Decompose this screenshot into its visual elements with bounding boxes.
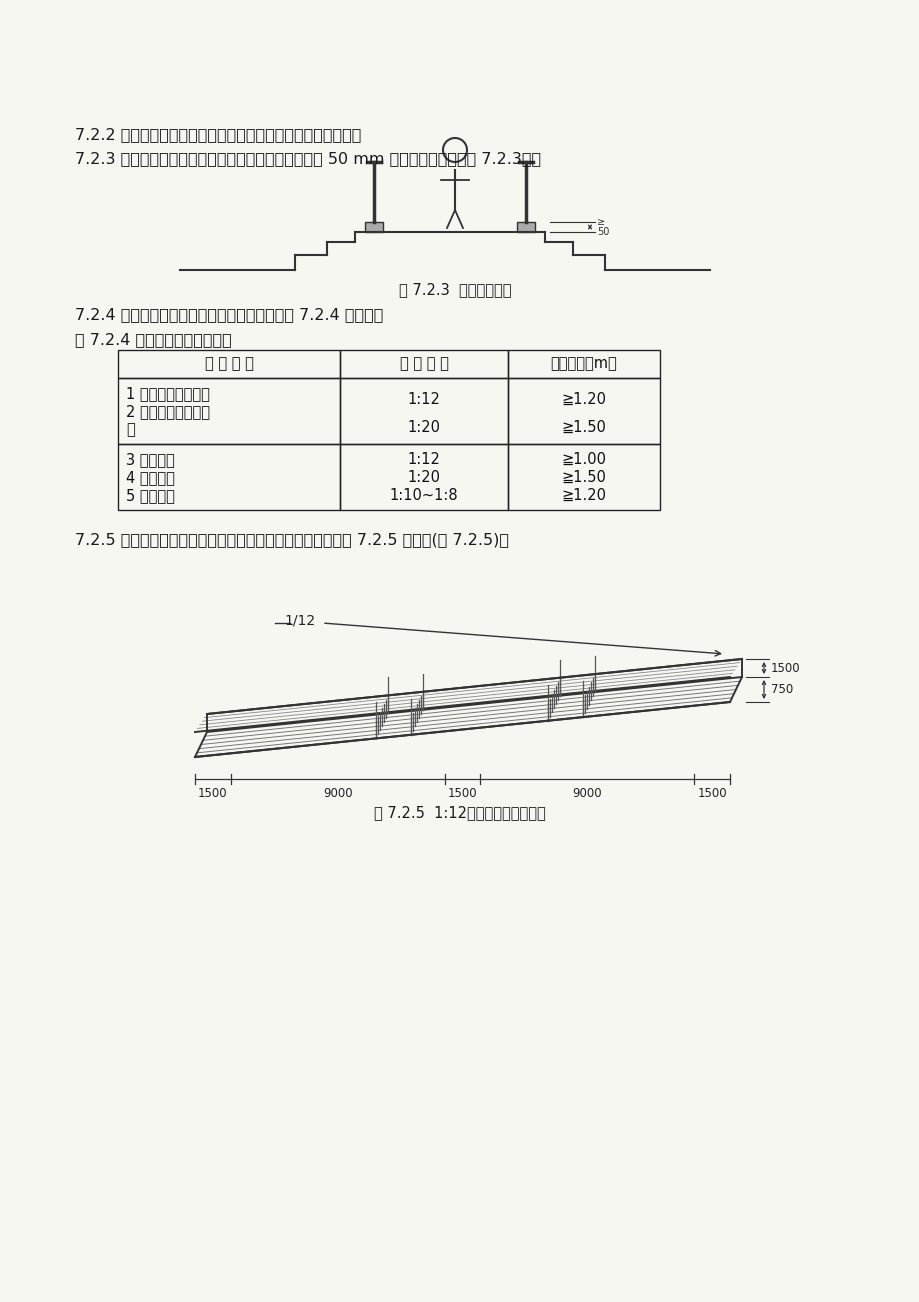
Text: 4 室外通路: 4 室外通路: [126, 470, 175, 486]
Text: 2 只设坡道的建筑入: 2 只设坡道的建筑入: [126, 404, 210, 419]
Text: 5 困难地段: 5 困难地段: [126, 488, 175, 503]
Text: ≧1.50: ≧1.50: [561, 421, 606, 435]
Text: 1:20: 1:20: [407, 470, 440, 486]
Text: 图 7.2.3  坡道安全挡台: 图 7.2.3 坡道安全挡台: [398, 283, 511, 297]
Bar: [516, 223, 535, 232]
Bar: [340, 350, 507, 378]
Text: ≧1.50: ≧1.50: [561, 470, 606, 486]
Text: 1:12: 1:12: [407, 452, 440, 467]
Bar: [340, 444, 507, 510]
Text: 1500: 1500: [770, 661, 800, 674]
Bar: [340, 378, 507, 444]
Text: 7.2.2 坡道两侧应设扶手，坡道与休息平台的扶手应保持连贯。: 7.2.2 坡道两侧应设扶手，坡道与休息平台的扶手应保持连贯。: [75, 128, 361, 142]
Text: 7.2.3 坡道侧面凌空时，在扶手栏杆下端宜设高不小于 50 mm 的坡道安全挡台（图 7.2.3）。: 7.2.3 坡道侧面凌空时，在扶手栏杆下端宜设高不小于 50 mm 的坡道安全挡…: [75, 151, 540, 165]
Bar: [118, 350, 340, 378]
Text: 1:10~1:8: 1:10~1:8: [390, 488, 458, 503]
Text: ≥
50: ≥ 50: [596, 217, 608, 237]
Bar: [365, 223, 382, 232]
Text: 1/12: 1/12: [284, 613, 315, 628]
Text: 最小宽度（m）: 最小宽度（m）: [550, 357, 617, 371]
Text: 1500: 1500: [697, 786, 726, 799]
Text: ≧1.20: ≧1.20: [561, 392, 606, 408]
Bar: [118, 378, 340, 444]
Text: ≧1.00: ≧1.00: [561, 452, 606, 467]
Text: 1500: 1500: [198, 786, 227, 799]
Text: 1:12: 1:12: [407, 392, 440, 408]
Text: 坡 道 位 置: 坡 道 位 置: [204, 357, 253, 371]
Bar: [507, 350, 659, 378]
Bar: [507, 444, 659, 510]
Text: 图 7.2.5  1:12坡道高度和水平长度: 图 7.2.5 1:12坡道高度和水平长度: [374, 805, 545, 820]
Text: 1 有台阶的建筑入口: 1 有台阶的建筑入口: [126, 385, 210, 401]
Text: 1:20: 1:20: [407, 421, 440, 435]
Text: 1500: 1500: [448, 786, 477, 799]
Text: ≧1.20: ≧1.20: [561, 488, 606, 503]
Bar: [118, 444, 340, 510]
Bar: [507, 378, 659, 444]
Text: 9000: 9000: [572, 786, 602, 799]
Text: 最 大 坡 度: 最 大 坡 度: [399, 357, 448, 371]
Text: 3 室内走道: 3 室内走道: [126, 452, 175, 467]
Text: 7.2.5 坡道在不同坡度的情况下，坡道高度和水平长度符合表 7.2.5 的规定(图 7.2.5)。: 7.2.5 坡道在不同坡度的情况下，坡道高度和水平长度符合表 7.2.5 的规定…: [75, 533, 508, 547]
Text: 9000: 9000: [323, 786, 352, 799]
Text: 口: 口: [126, 422, 134, 437]
Text: 7.2.4 不同位置的坡道，其坡度和宽度应符合表 7.2.4 的规定。: 7.2.4 不同位置的坡道，其坡度和宽度应符合表 7.2.4 的规定。: [75, 307, 383, 322]
Text: 表 7.2.4 不同位置的坡度和宽度: 表 7.2.4 不同位置的坡度和宽度: [75, 332, 232, 348]
Text: 750: 750: [770, 684, 792, 697]
